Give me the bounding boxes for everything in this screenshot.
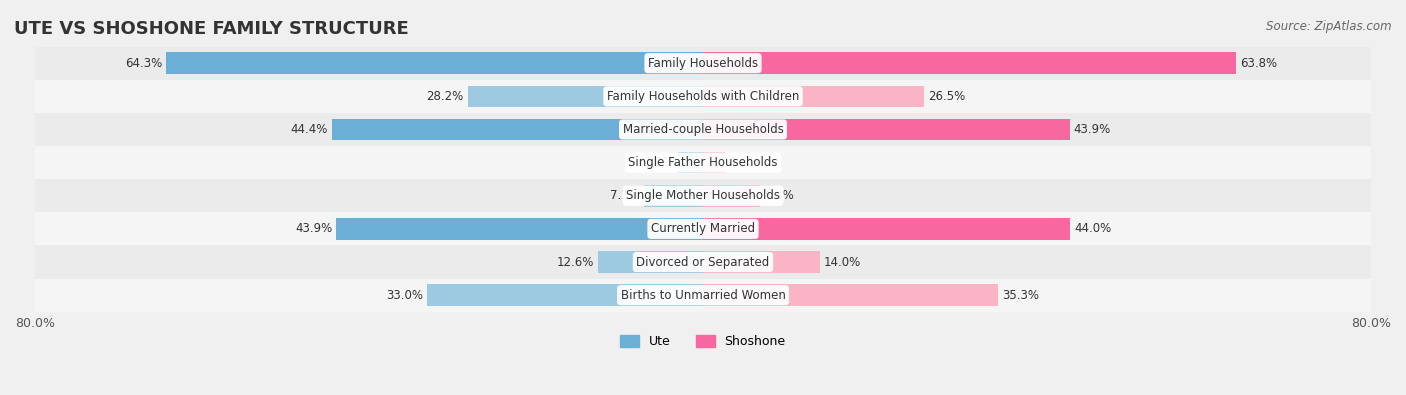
Bar — [703, 218, 1070, 240]
Text: Source: ZipAtlas.com: Source: ZipAtlas.com — [1267, 20, 1392, 33]
Bar — [166, 53, 703, 74]
Text: 44.0%: 44.0% — [1074, 222, 1112, 235]
Bar — [427, 284, 703, 306]
Bar — [703, 53, 1236, 74]
Text: Family Households with Children: Family Households with Children — [607, 90, 799, 103]
Text: Family Households: Family Households — [648, 56, 758, 70]
Text: 33.0%: 33.0% — [387, 289, 423, 302]
Bar — [35, 80, 1371, 113]
Bar — [35, 146, 1371, 179]
Bar — [703, 185, 759, 207]
Text: Single Mother Households: Single Mother Households — [626, 189, 780, 202]
Bar — [332, 118, 703, 140]
Text: Divorced or Separated: Divorced or Separated — [637, 256, 769, 269]
Bar — [35, 113, 1371, 146]
Text: Currently Married: Currently Married — [651, 222, 755, 235]
Text: 28.2%: 28.2% — [426, 90, 464, 103]
Bar — [336, 218, 703, 240]
Bar — [35, 213, 1371, 245]
Text: 35.3%: 35.3% — [1002, 289, 1039, 302]
Bar — [644, 185, 703, 207]
Text: 14.0%: 14.0% — [824, 256, 862, 269]
Bar — [703, 284, 998, 306]
Text: 6.8%: 6.8% — [763, 189, 794, 202]
Bar — [703, 118, 1070, 140]
Bar — [35, 47, 1371, 80]
Text: 64.3%: 64.3% — [125, 56, 162, 70]
Text: 12.6%: 12.6% — [557, 256, 593, 269]
Text: 2.6%: 2.6% — [728, 156, 759, 169]
Bar — [35, 245, 1371, 278]
Bar — [598, 251, 703, 273]
Text: Married-couple Households: Married-couple Households — [623, 123, 783, 136]
Text: UTE VS SHOSHONE FAMILY STRUCTURE: UTE VS SHOSHONE FAMILY STRUCTURE — [14, 20, 409, 38]
Text: Single Father Households: Single Father Households — [628, 156, 778, 169]
Legend: Ute, Shoshone: Ute, Shoshone — [616, 330, 790, 353]
Text: Births to Unmarried Women: Births to Unmarried Women — [620, 289, 786, 302]
Bar — [35, 179, 1371, 213]
Text: 44.4%: 44.4% — [291, 123, 328, 136]
Text: 63.8%: 63.8% — [1240, 56, 1277, 70]
Bar — [703, 86, 924, 107]
Bar — [35, 278, 1371, 312]
Bar — [703, 251, 820, 273]
Bar — [678, 152, 703, 173]
Text: 43.9%: 43.9% — [295, 222, 332, 235]
Bar — [468, 86, 703, 107]
Text: 3.0%: 3.0% — [644, 156, 673, 169]
Bar — [703, 152, 724, 173]
Text: 26.5%: 26.5% — [928, 90, 966, 103]
Text: 7.1%: 7.1% — [610, 189, 640, 202]
Text: 43.9%: 43.9% — [1074, 123, 1111, 136]
